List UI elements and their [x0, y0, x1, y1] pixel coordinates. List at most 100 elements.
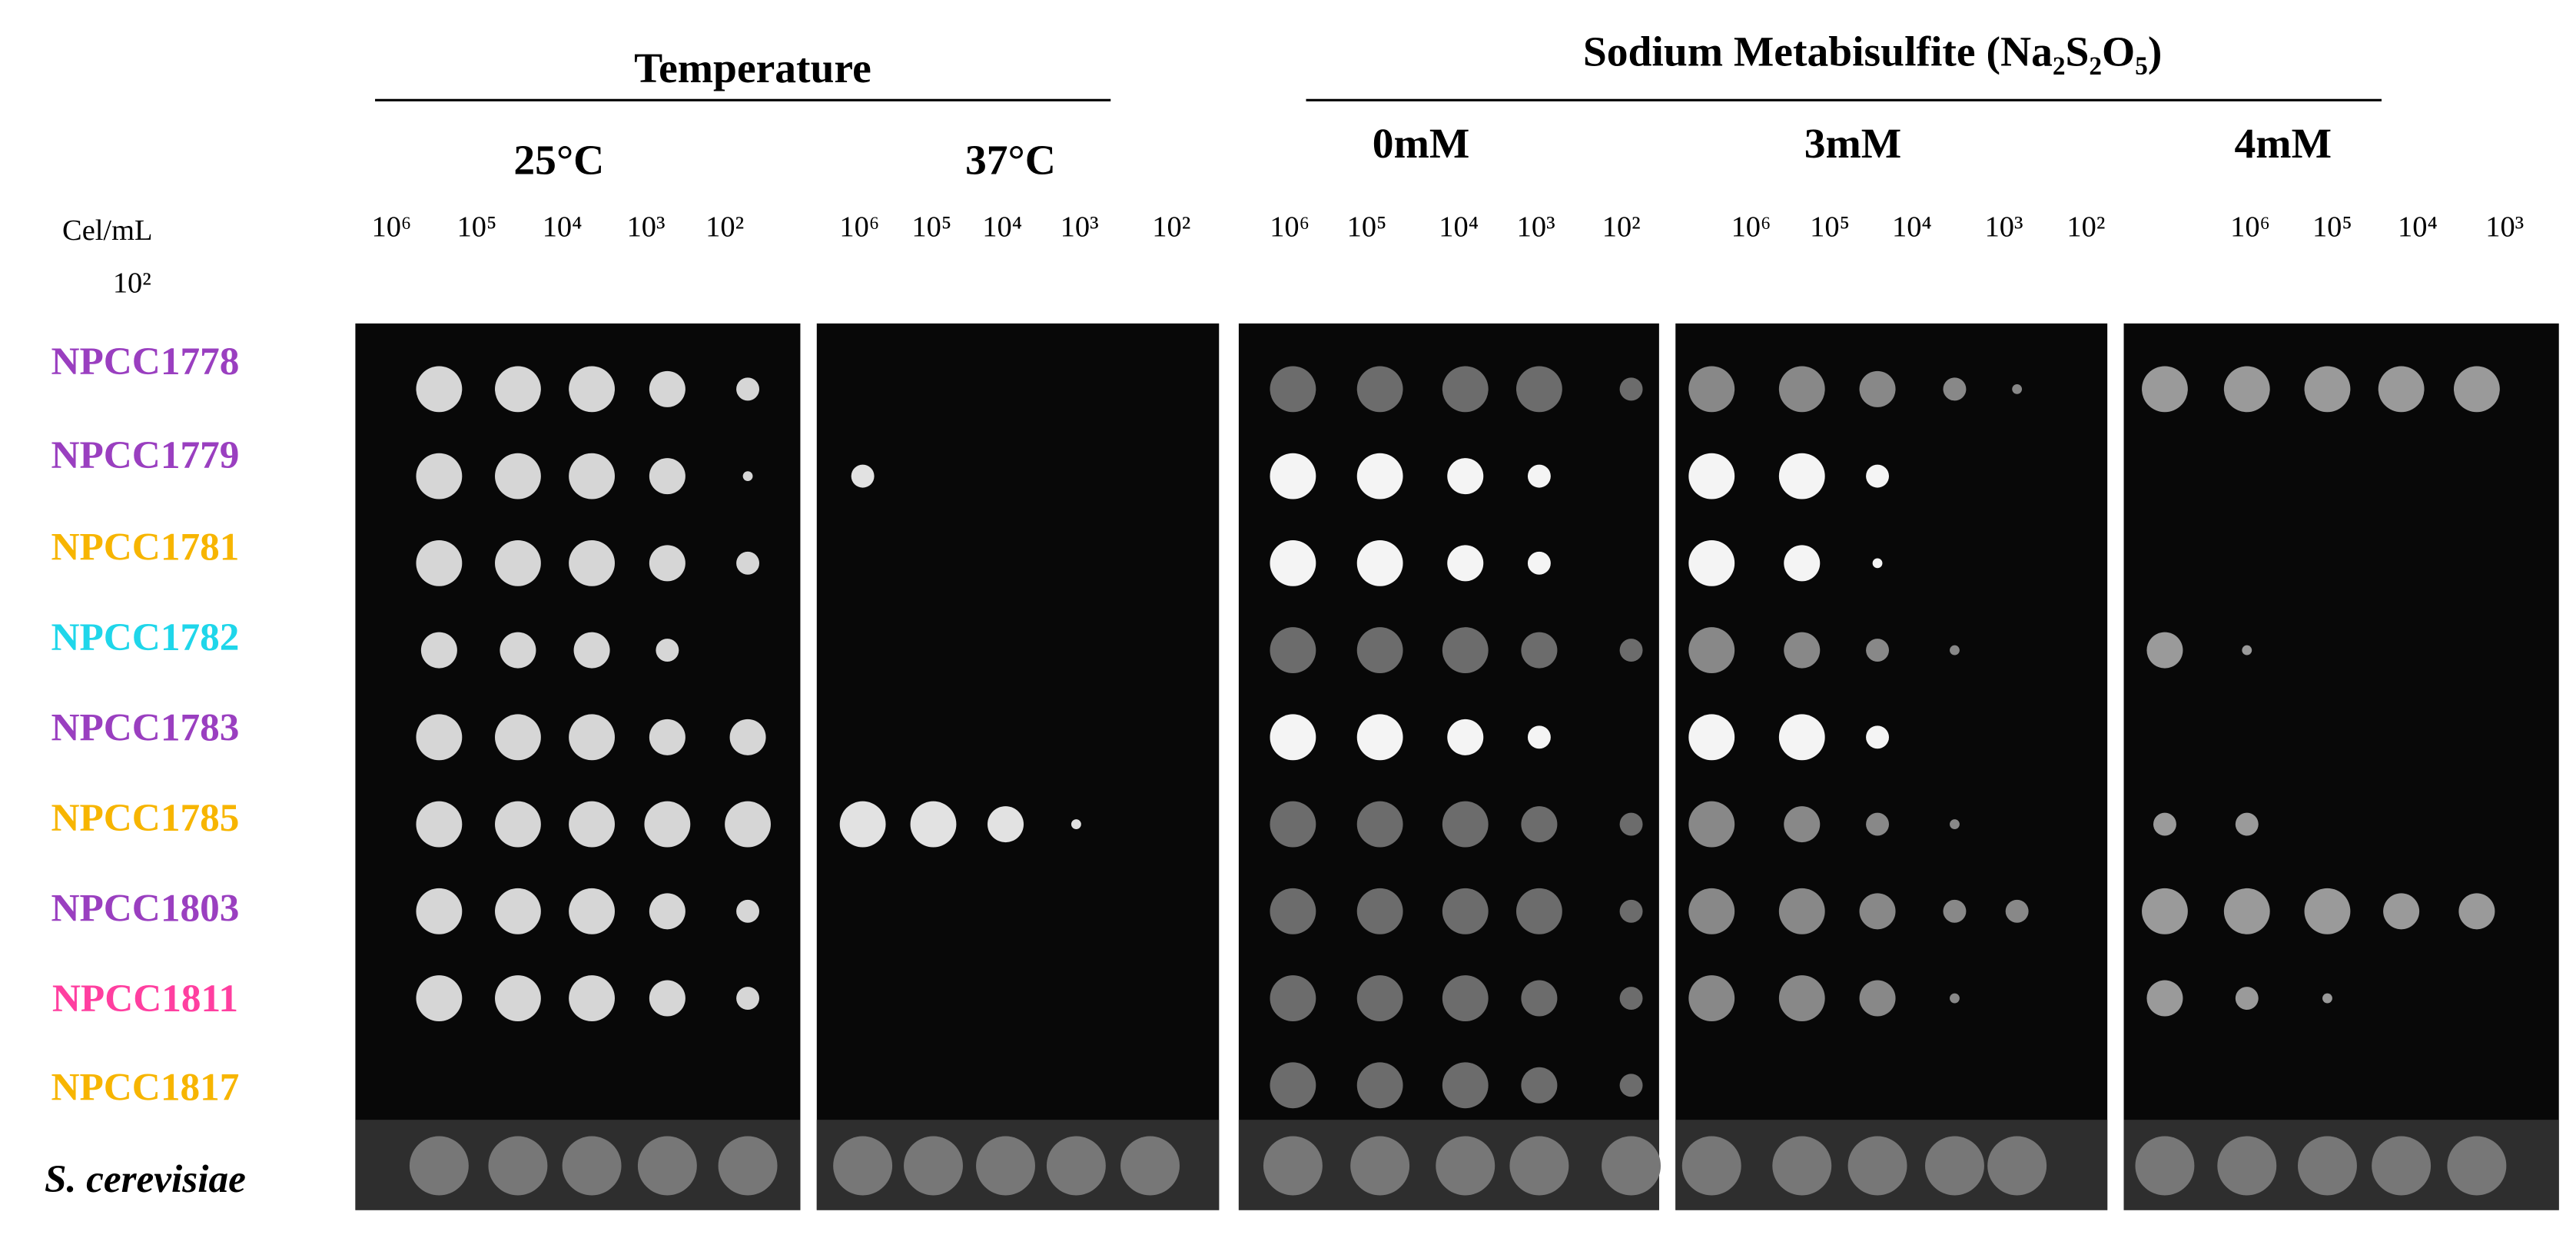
colony-spot — [736, 551, 760, 575]
colony-spot — [2146, 632, 2183, 669]
colony-spot — [649, 370, 685, 407]
colony-spot — [649, 719, 685, 755]
colony-spot — [1688, 627, 1735, 674]
panel-label: 4mM — [2235, 120, 2332, 168]
panel-label: 3mM — [1804, 120, 1901, 168]
colony-spot — [1619, 639, 1643, 662]
colony-spot — [649, 893, 685, 930]
control-spot — [409, 1136, 469, 1196]
control-spot — [562, 1136, 622, 1196]
colony-spot — [2304, 888, 2351, 934]
dilution-label: 10⁴ — [982, 211, 1022, 244]
colony-spot — [1521, 980, 1558, 1017]
colony-spot — [736, 377, 760, 401]
colony-spot — [1943, 377, 1967, 401]
dilution-label: 10⁴ — [543, 211, 583, 244]
dilution-label: 10³ — [2485, 211, 2524, 244]
colony-spot — [1872, 558, 1883, 569]
colony-spot — [1356, 888, 1403, 934]
colony-spot — [1619, 1074, 1643, 1097]
colony-spot — [500, 632, 536, 669]
colony-spot — [2142, 366, 2188, 413]
dilution-label: 10² — [1152, 211, 1190, 244]
dilution-label: 10³ — [1061, 211, 1099, 244]
dilution-label: 10² — [1602, 211, 1641, 244]
colony-spot — [1270, 366, 1316, 413]
dilution-label: 10⁶ — [839, 211, 879, 244]
colony-spot — [1442, 801, 1489, 848]
colony-spot — [495, 453, 541, 500]
colony-spot — [1619, 899, 1643, 923]
dilution-label: 10⁴ — [2398, 211, 2438, 244]
colony-spot — [1356, 453, 1403, 500]
colony-spot — [1270, 539, 1316, 586]
colony-spot — [1442, 888, 1489, 934]
dilution-label: 10⁵ — [1347, 211, 1387, 244]
colony-spot — [649, 545, 685, 582]
control-spot — [1772, 1136, 1832, 1196]
strain-label: NPCC1811 — [52, 977, 238, 1021]
dilution-label: 10⁶ — [371, 211, 411, 244]
colony-spot — [495, 539, 541, 586]
colony-spot — [1619, 377, 1643, 401]
colony-spot — [1778, 453, 1825, 500]
colony-spot — [1356, 714, 1403, 761]
dilution-label: 10⁵ — [911, 211, 951, 244]
colony-spot — [644, 801, 691, 848]
colony-spot — [910, 801, 957, 848]
colony-spot — [1859, 893, 1896, 930]
colony-spot — [839, 801, 886, 848]
colony-spot — [1688, 539, 1735, 586]
colony-spot — [1356, 539, 1403, 586]
control-spot — [1046, 1136, 1106, 1196]
control-spot — [833, 1136, 893, 1196]
colony-spot — [736, 899, 760, 923]
colony-spot — [2242, 645, 2252, 656]
colony-spot — [416, 888, 463, 934]
colony-spot — [1859, 370, 1896, 407]
dilution-label: 10⁵ — [457, 211, 497, 244]
control-spot — [1263, 1136, 1323, 1196]
control-spot — [1681, 1136, 1741, 1196]
control-spot — [1925, 1136, 1984, 1196]
unit-extra: 10² — [113, 267, 151, 299]
colony-spot — [1447, 458, 1484, 495]
control-spot — [2447, 1136, 2507, 1196]
colony-spot — [1521, 1067, 1558, 1104]
plate — [2123, 323, 2559, 1210]
colony-spot — [1950, 993, 1960, 1004]
colony-spot — [416, 975, 463, 1021]
colony-spot — [736, 987, 760, 1011]
colony-spot — [729, 719, 766, 755]
colony-spot — [2142, 888, 2188, 934]
colony-spot — [416, 714, 463, 761]
colony-spot — [495, 366, 541, 413]
colony-spot — [1515, 366, 1562, 413]
control-spot — [2298, 1136, 2357, 1196]
control-spot — [904, 1136, 963, 1196]
colony-spot — [1447, 719, 1484, 755]
dilution-label: 10² — [2066, 211, 2105, 244]
control-spot — [1509, 1136, 1569, 1196]
colony-spot — [569, 539, 615, 586]
colony-spot — [1784, 545, 1821, 582]
dilution-label: 10⁵ — [2312, 211, 2352, 244]
colony-spot — [1866, 639, 1889, 662]
unit-label: Cel/mL — [62, 214, 152, 247]
colony-spot — [1784, 806, 1821, 843]
colony-spot — [1270, 714, 1316, 761]
colony-spot — [569, 714, 615, 761]
control-spot — [1436, 1136, 1495, 1196]
colony-spot — [1866, 812, 1889, 836]
dilution-label: 10⁴ — [1439, 211, 1479, 244]
colony-spot — [2322, 993, 2332, 1004]
colony-spot — [742, 471, 753, 482]
panel-label: 37°C — [965, 136, 1056, 184]
colony-spot — [1356, 627, 1403, 674]
plate — [1675, 323, 2108, 1210]
control-spot — [637, 1136, 697, 1196]
strain-label: NPCC1783 — [51, 706, 239, 750]
colony-spot — [1619, 987, 1643, 1011]
colony-spot — [1521, 806, 1558, 843]
colony-spot — [1447, 545, 1484, 582]
